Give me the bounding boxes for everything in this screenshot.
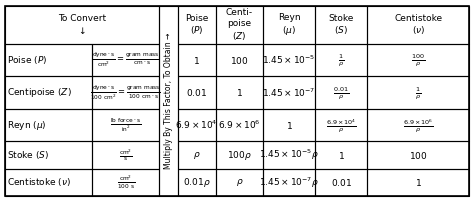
Text: $6.9 \times 10^6$: $6.9 \times 10^6$ [218, 119, 261, 131]
Bar [315, 6, 367, 44]
Text: $1$: $1$ [193, 55, 200, 66]
Bar [178, 109, 216, 141]
Text: $1$: $1$ [338, 149, 345, 161]
Text: Poise
$(P)$: Poise $(P)$ [185, 14, 209, 36]
Text: $\frac{0.01}{\rho}$: $\frac{0.01}{\rho}$ [333, 85, 349, 101]
Bar [5, 169, 92, 196]
Text: $1$: $1$ [236, 87, 243, 98]
Text: $1.45 \times 10^{-7}\rho$: $1.45 \times 10^{-7}\rho$ [259, 175, 319, 189]
Text: $1.45 \times 10^{-5}$: $1.45 \times 10^{-5}$ [263, 54, 316, 66]
Text: $\frac{\mathrm{dyne\cdot s}}{100\ \mathrm{cm}^2} = \frac{\mathrm{gram\ mass}}{10: $\frac{\mathrm{dyne\cdot s}}{100\ \mathr… [90, 83, 161, 102]
Text: Stoke $(S)$: Stoke $(S)$ [7, 149, 49, 161]
Text: $1$: $1$ [415, 177, 422, 188]
Bar [315, 44, 367, 76]
Bar [5, 109, 92, 141]
Bar [5, 44, 92, 76]
Text: Multiply By This Factor, To Obtain →: Multiply By This Factor, To Obtain → [164, 33, 173, 169]
Text: Reyn $(\mu)$: Reyn $(\mu)$ [7, 119, 47, 132]
Bar [216, 6, 263, 44]
Bar [178, 141, 216, 169]
Bar [263, 6, 315, 44]
Bar [5, 141, 92, 169]
Bar [367, 44, 469, 76]
Text: Stoke
$(S)$: Stoke $(S)$ [328, 14, 354, 36]
Bar [159, 6, 178, 196]
Text: $\frac{\mathrm{lb\ force\cdot s}}{\mathrm{in}^2}$: $\frac{\mathrm{lb\ force\cdot s}}{\mathr… [110, 116, 141, 134]
Bar [263, 44, 315, 76]
Text: $\frac{100}{\rho}$: $\frac{100}{\rho}$ [411, 52, 425, 68]
Text: $\frac{\mathrm{cm}^2}{\mathrm{s}}$: $\frac{\mathrm{cm}^2}{\mathrm{s}}$ [118, 147, 133, 163]
Text: $6.9 \times 10^4$: $6.9 \times 10^4$ [175, 119, 218, 131]
Bar [263, 76, 315, 109]
Bar [315, 109, 367, 141]
Text: $1.45 \times 10^{-7}$: $1.45 \times 10^{-7}$ [263, 86, 316, 99]
Bar [92, 76, 159, 109]
Bar [92, 44, 159, 76]
Text: $\frac{\mathrm{dyne\cdot s}}{\mathrm{cm}^2} = \frac{\mathrm{gram\ mass}}{\mathrm: $\frac{\mathrm{dyne\cdot s}}{\mathrm{cm}… [91, 51, 160, 69]
Text: $\frac{\mathrm{cm}^2}{100\ \mathrm{s}}$: $\frac{\mathrm{cm}^2}{100\ \mathrm{s}}$ [117, 174, 135, 191]
Bar [178, 44, 216, 76]
Bar [263, 109, 315, 141]
Bar [216, 44, 263, 76]
Bar [367, 141, 469, 169]
Text: $0.01$: $0.01$ [186, 87, 207, 98]
Bar [92, 109, 159, 141]
Text: Centistoke $(ν)$: Centistoke $(ν)$ [7, 176, 71, 188]
Text: $0.01\rho$: $0.01\rho$ [183, 176, 210, 189]
Text: Centipoise $(Z)$: Centipoise $(Z)$ [7, 86, 72, 99]
Text: Centi-
poise
$(Z)$: Centi- poise $(Z)$ [226, 8, 253, 42]
Bar [178, 76, 216, 109]
Bar [178, 6, 216, 44]
Text: $100$: $100$ [230, 55, 249, 66]
Text: $\frac{6.9 \times 10^4}{\rho}$: $\frac{6.9 \times 10^4}{\rho}$ [326, 117, 357, 134]
Bar [315, 169, 367, 196]
Text: $\frac{1}{\rho}$: $\frac{1}{\rho}$ [415, 85, 421, 101]
Bar [315, 141, 367, 169]
Text: Poise $(P)$: Poise $(P)$ [7, 54, 47, 66]
Text: To Convert
$\downarrow$: To Convert $\downarrow$ [58, 14, 106, 36]
Bar [216, 141, 263, 169]
Text: $0.01$: $0.01$ [331, 177, 352, 188]
Bar [263, 141, 315, 169]
Bar [5, 6, 159, 44]
Bar [367, 169, 469, 196]
Bar [367, 109, 469, 141]
Bar [367, 6, 469, 44]
Bar [367, 76, 469, 109]
Text: $1.45 \times 10^{-5}\rho$: $1.45 \times 10^{-5}\rho$ [259, 148, 319, 162]
Bar [216, 169, 263, 196]
Text: $100\rho$: $100\rho$ [227, 148, 252, 162]
Text: $1$: $1$ [286, 120, 292, 131]
Bar [216, 76, 263, 109]
Bar [178, 169, 216, 196]
Bar [216, 109, 263, 141]
Text: $100$: $100$ [409, 149, 428, 161]
Text: $\frac{6.9 \times 10^6}{\rho}$: $\frac{6.9 \times 10^6}{\rho}$ [403, 117, 434, 134]
Text: $\rho$: $\rho$ [193, 149, 201, 161]
Text: Reyn
$(\mu)$: Reyn $(\mu)$ [278, 13, 301, 37]
Text: $\frac{1}{\rho}$: $\frac{1}{\rho}$ [338, 52, 344, 68]
Bar [263, 169, 315, 196]
Bar [5, 76, 92, 109]
Bar [315, 76, 367, 109]
Bar [92, 141, 159, 169]
Bar [92, 169, 159, 196]
Text: $\rho$: $\rho$ [236, 177, 243, 188]
Text: Centistoke
$(ν)$: Centistoke $(ν)$ [394, 14, 442, 36]
